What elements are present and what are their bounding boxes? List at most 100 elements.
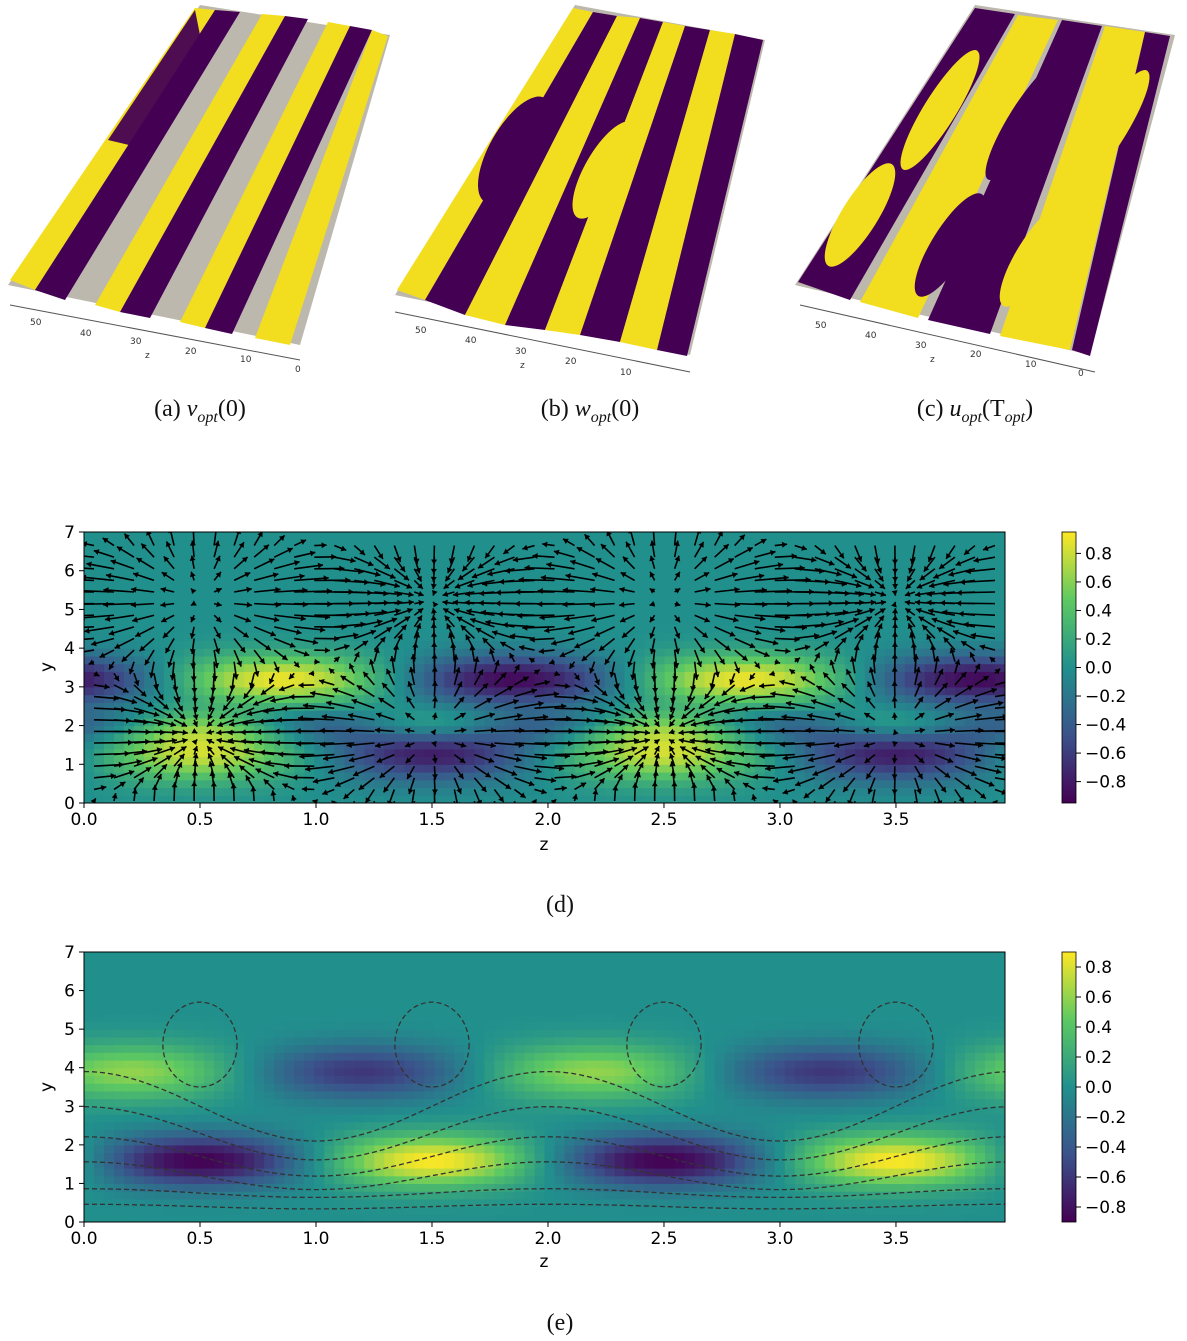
heatmap-cell bbox=[714, 772, 726, 781]
quiver-arrow bbox=[518, 578, 555, 582]
heatmap-cell bbox=[474, 586, 486, 595]
heatmap-cell bbox=[874, 609, 886, 618]
quiver-arrowhead bbox=[594, 679, 600, 685]
heatmap-cell bbox=[114, 717, 125, 727]
heatmap-cell bbox=[574, 562, 586, 572]
heatmap-cell bbox=[854, 547, 866, 556]
heatmap-cell bbox=[404, 578, 415, 587]
heatmap-cell bbox=[604, 539, 616, 549]
heatmap-cell bbox=[454, 710, 466, 719]
heatmap-cell bbox=[414, 547, 425, 556]
heatmap-cell bbox=[454, 601, 466, 611]
heatmap-cell bbox=[904, 679, 916, 688]
quiver-arrowhead bbox=[831, 809, 837, 814]
heatmap-cell bbox=[944, 795, 956, 803]
heatmap-cell bbox=[214, 787, 225, 796]
quiver-arrowhead bbox=[763, 703, 769, 710]
heatmap-cell bbox=[814, 539, 826, 549]
heatmap-cell bbox=[464, 671, 476, 680]
heatmap-cell bbox=[944, 593, 956, 603]
heatmap-cell bbox=[754, 532, 766, 541]
heatmap-cell bbox=[984, 617, 996, 626]
heatmap-cell bbox=[164, 632, 175, 641]
heatmap-cell bbox=[614, 787, 626, 796]
heatmap-cell bbox=[594, 547, 606, 556]
heatmap-cell bbox=[124, 756, 135, 765]
heatmap-cell bbox=[634, 609, 646, 618]
panel-c-stripes bbox=[798, 8, 1170, 356]
heatmap-cell bbox=[444, 733, 456, 742]
heatmap-cell bbox=[824, 748, 836, 758]
heatmap-cell bbox=[584, 741, 596, 750]
heatmap-cell bbox=[674, 702, 686, 711]
heatmap-cell bbox=[94, 601, 105, 611]
heatmap-cell bbox=[754, 764, 766, 773]
heatmap-cell bbox=[514, 764, 526, 773]
heatmap-cell bbox=[994, 725, 1005, 734]
heatmap-cell bbox=[554, 570, 566, 580]
heatmap-cell bbox=[94, 756, 105, 765]
quiver-arrowhead bbox=[405, 712, 412, 719]
heatmap-cell bbox=[874, 741, 886, 750]
quiver-arrowhead bbox=[770, 691, 776, 698]
heatmap-cell bbox=[824, 787, 836, 796]
heatmap-cell bbox=[564, 624, 576, 634]
heatmap-cell bbox=[934, 756, 946, 765]
heatmap-cell bbox=[954, 655, 966, 665]
quiver-arrowhead bbox=[301, 786, 307, 793]
heatmap-cell bbox=[314, 710, 325, 719]
heatmap-cell bbox=[144, 555, 155, 564]
heatmap-cell bbox=[764, 725, 776, 734]
heatmap-cell bbox=[134, 671, 145, 680]
heatmap-cell bbox=[394, 764, 405, 773]
heatmap-cell bbox=[334, 733, 345, 742]
heatmap-cell bbox=[234, 648, 245, 657]
heatmap-cell bbox=[504, 586, 516, 595]
heatmap-cell bbox=[614, 562, 626, 572]
quiver-arrowhead bbox=[553, 549, 560, 556]
heatmap-cell bbox=[114, 617, 125, 626]
heatmap-cell bbox=[414, 609, 425, 618]
heatmap-cell bbox=[824, 555, 836, 564]
quiver-arrowhead bbox=[781, 714, 787, 721]
quiver-arrowhead bbox=[215, 587, 222, 594]
heatmap-cell bbox=[204, 795, 215, 803]
quiver-arrowhead bbox=[189, 633, 196, 639]
quiver-arrowhead bbox=[443, 583, 450, 589]
heatmap-cell bbox=[184, 570, 195, 580]
heatmap-cell bbox=[664, 555, 676, 564]
heatmap-cell bbox=[864, 586, 876, 595]
quiver-arrowhead bbox=[411, 815, 417, 820]
heatmap-cell bbox=[924, 562, 936, 572]
heatmap-cell bbox=[414, 779, 425, 789]
heatmap-cell bbox=[664, 694, 676, 703]
heatmap-cell bbox=[364, 562, 375, 572]
heatmap-cell bbox=[594, 617, 606, 626]
heatmap-cell bbox=[354, 679, 365, 688]
quiver-arrowhead bbox=[779, 741, 785, 748]
quiver-arrowhead bbox=[122, 687, 129, 693]
heatmap-cell bbox=[174, 640, 185, 649]
heatmap-cell bbox=[124, 655, 135, 665]
quiver-arrowhead bbox=[477, 562, 484, 569]
quiver-arrowhead bbox=[57, 613, 62, 619]
heatmap-cell bbox=[704, 532, 716, 541]
heatmap-cell bbox=[354, 772, 365, 781]
heatmap-cell bbox=[564, 617, 576, 626]
heatmap-cell bbox=[314, 741, 325, 750]
heatmap-cell bbox=[944, 655, 956, 665]
quiver-arrowhead bbox=[717, 728, 723, 735]
heatmap-cell bbox=[444, 539, 456, 549]
quiver-arrowhead bbox=[803, 792, 810, 799]
heatmap-cell bbox=[884, 555, 896, 564]
quiver-arrow bbox=[534, 717, 572, 721]
heatmap-cell bbox=[864, 632, 876, 641]
heatmap-cell bbox=[634, 532, 646, 541]
heatmap-cell bbox=[264, 663, 275, 672]
heatmap-cell bbox=[194, 555, 205, 564]
heatmap-cell bbox=[154, 632, 165, 641]
heatmap-cell bbox=[504, 601, 516, 611]
heatmap-cell bbox=[794, 795, 806, 803]
panel-c-z-tick: 50 bbox=[815, 321, 827, 331]
quiver-arrowhead bbox=[669, 714, 675, 720]
